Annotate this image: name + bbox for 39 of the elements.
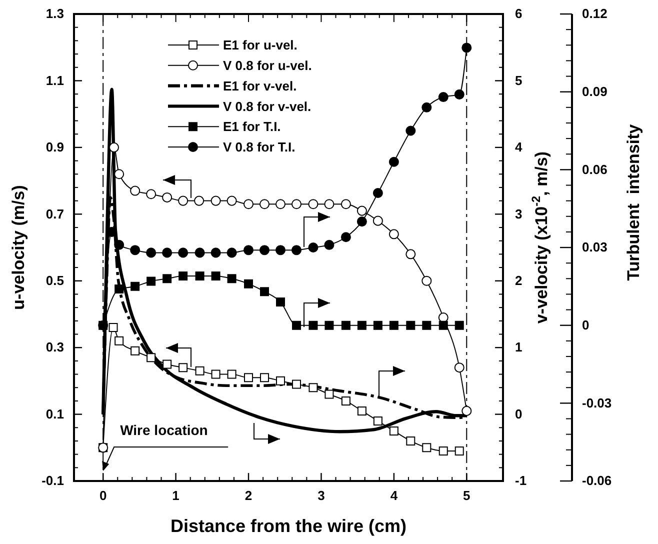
legend-label: E1 for v-vel. (223, 78, 297, 94)
x-axis-title: Distance from the wire (cm) (170, 516, 407, 536)
legend-label: E1 for T.I. (223, 119, 281, 134)
y2-tick-label: 5 (515, 72, 522, 88)
x-tick-label: 0 (99, 488, 107, 504)
y2-tick-label: 1 (515, 340, 522, 355)
legend-label: V 0.8 for T.I. (223, 140, 296, 155)
y2-tick-label: 0 (515, 406, 522, 422)
y3-tick-label: -0.03 (582, 395, 612, 410)
y2-tick-label: -1 (515, 473, 527, 488)
y-axis-title: u-velocity (m/s) (9, 185, 28, 310)
y-tick-label: 1.3 (46, 6, 64, 22)
y3-tick-label: 0.12 (582, 6, 608, 22)
y3-axis-title: Turbulent intensity (624, 124, 643, 281)
x-tick-label: 2 (244, 488, 252, 504)
legend-label: V 0.8 for v-vel. (223, 98, 312, 114)
legend-label: E1 for u-vel. (223, 38, 298, 53)
y3-tick-label: -0.06 (582, 473, 612, 488)
y-tick-label: -0.1 (42, 473, 64, 488)
y2-tick-label: 4 (515, 140, 523, 155)
y-tick-label: 0.7 (46, 206, 64, 222)
y-tick-label: 0.5 (46, 273, 64, 288)
y-tick-label: 0.1 (46, 406, 64, 422)
x-tick-label: 4 (390, 488, 398, 504)
y-tick-label: 0.3 (46, 340, 64, 355)
y2-tick-label: 3 (515, 206, 522, 222)
y2-tick-label: 2 (515, 273, 522, 288)
y3-tick-label: 0.09 (582, 84, 608, 99)
y3-tick-label: 0 (582, 317, 590, 332)
y-tick-label: 1.1 (46, 72, 64, 88)
x-tick-label: 3 (318, 488, 325, 504)
legend-label: V 0.8 for u-vel. (223, 58, 312, 73)
annotation: Wire location (120, 422, 208, 438)
y3-tick-label: 0.06 (582, 162, 608, 177)
y3-tick-label: 0.03 (582, 240, 608, 255)
y2-tick-label: 6 (515, 6, 522, 22)
x-tick-label: 5 (463, 488, 470, 504)
y-tick-label: 0.9 (46, 140, 64, 155)
x-tick-label: 1 (172, 488, 180, 504)
